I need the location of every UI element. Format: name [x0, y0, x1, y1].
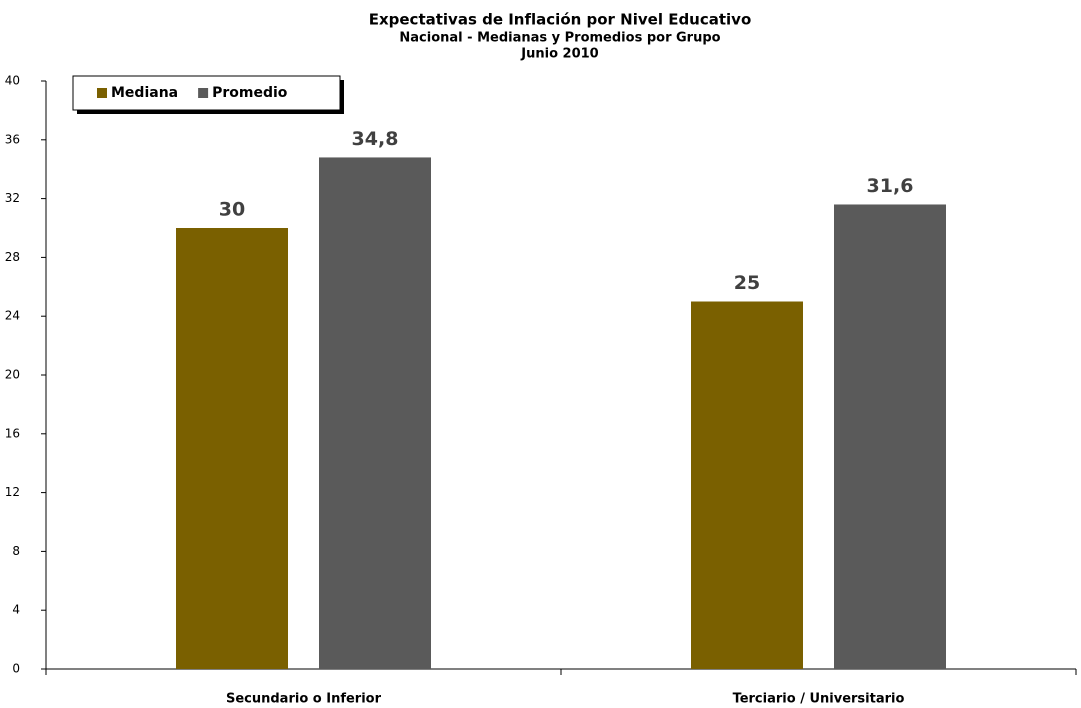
y-tick-label: 16 — [5, 426, 20, 440]
x-tick-label: Secundario o Inferior — [226, 692, 382, 707]
legend-label: Mediana — [111, 85, 178, 101]
legend-swatch — [198, 88, 209, 98]
chart-period: Junio 2010 — [520, 47, 598, 62]
y-tick-label: 4 — [12, 603, 20, 617]
y-tick-label: 32 — [5, 191, 20, 205]
chart-title: Expectativas de Inflación por Nivel Educ… — [369, 11, 752, 29]
y-tick-label: 24 — [5, 309, 20, 323]
legend-label: Promedio — [212, 85, 288, 101]
y-tick-label: 28 — [5, 250, 20, 264]
bar — [176, 228, 288, 669]
value-label: 34,8 — [352, 128, 399, 150]
value-label: 31,6 — [867, 175, 914, 197]
y-tick-label: 40 — [5, 74, 20, 88]
y-tick-label: 20 — [5, 368, 20, 382]
value-label: 25 — [734, 272, 760, 294]
legend-swatch — [97, 88, 107, 98]
y-tick-label: 8 — [12, 544, 20, 558]
bar — [319, 157, 431, 669]
value-label: 30 — [219, 199, 245, 221]
x-tick-label: Terciario / Universitario — [733, 692, 905, 707]
chart-subtitle: Nacional - Medianas y Promedios por Grup… — [399, 31, 720, 46]
y-tick-label: 36 — [5, 132, 20, 146]
y-tick-label: 12 — [5, 485, 20, 499]
bar — [834, 204, 946, 670]
y-tick-label: 0 — [12, 662, 20, 676]
bar — [691, 301, 803, 669]
